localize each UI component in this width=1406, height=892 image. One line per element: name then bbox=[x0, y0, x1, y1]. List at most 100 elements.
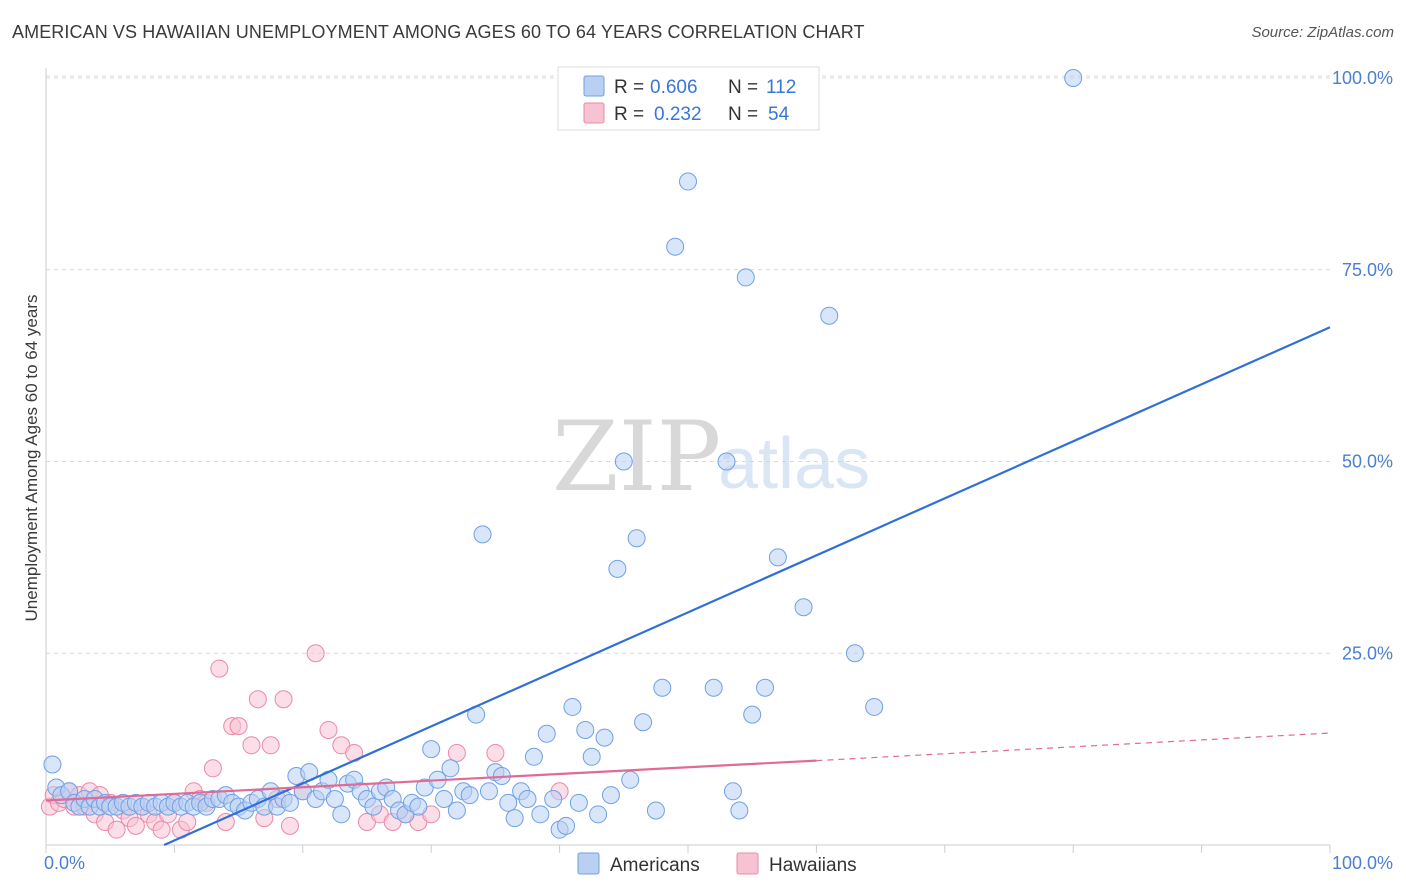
legend-swatch-americans bbox=[583, 75, 605, 97]
american-point bbox=[576, 720, 595, 739]
american-point bbox=[646, 801, 665, 820]
american-point bbox=[544, 789, 563, 808]
american-point bbox=[666, 237, 685, 256]
hawaiian-point bbox=[486, 743, 505, 762]
hawaiian-point bbox=[152, 820, 171, 839]
american-point bbox=[601, 786, 620, 805]
american-point bbox=[435, 789, 454, 808]
american-point bbox=[505, 809, 524, 828]
bottom-legend: Americans Hawaiians bbox=[577, 852, 857, 876]
american-point bbox=[589, 805, 608, 824]
hawaiian-point bbox=[306, 644, 325, 663]
american-point bbox=[325, 789, 344, 808]
american-point bbox=[563, 697, 582, 716]
bottom-legend-label-hawaiians: Hawaiians bbox=[769, 855, 857, 876]
legend-n-label-americans: N = bbox=[728, 77, 758, 98]
american-point bbox=[1064, 69, 1083, 87]
american-point bbox=[332, 805, 351, 824]
chart-source: Source: ZipAtlas.com bbox=[1251, 24, 1394, 41]
y-tick-label: 50.0% bbox=[1342, 452, 1393, 472]
hawaiian-point bbox=[210, 659, 229, 678]
american-point bbox=[768, 548, 787, 567]
bottom-legend-label-americans: Americans bbox=[610, 855, 700, 876]
grid bbox=[46, 75, 1330, 654]
top-legend: R = 0.606 N = 112 R = 0.232 N = 54 bbox=[557, 66, 820, 131]
american-point bbox=[717, 452, 736, 471]
x-tick-label: 100.0% bbox=[1332, 853, 1393, 873]
legend-r-value-americans: 0.606 bbox=[650, 77, 698, 98]
american-point bbox=[865, 697, 884, 716]
legend-n-value-hawaiians: 54 bbox=[768, 104, 790, 125]
american-point bbox=[280, 793, 299, 812]
american-point bbox=[499, 793, 518, 812]
american-point bbox=[582, 747, 601, 766]
american-point bbox=[524, 747, 543, 766]
hawaiians-trendline bbox=[45, 759, 817, 802]
trendlines bbox=[45, 326, 1331, 847]
y-tick-label: 75.0% bbox=[1342, 260, 1393, 280]
legend-r-value-hawaiians: 0.232 bbox=[654, 104, 702, 125]
hawaiian-point bbox=[261, 736, 280, 755]
american-point bbox=[704, 678, 723, 697]
american-point bbox=[627, 529, 646, 548]
american-point bbox=[653, 678, 672, 697]
legend-swatch-hawaiians bbox=[583, 102, 605, 124]
american-point bbox=[537, 724, 556, 743]
y-tick-label: 25.0% bbox=[1342, 643, 1393, 663]
american-point bbox=[479, 782, 498, 801]
american-point bbox=[557, 816, 576, 835]
american-point bbox=[447, 801, 466, 820]
bottom-legend-swatch-americans bbox=[577, 852, 600, 875]
hawaiians-trendline-extension bbox=[816, 732, 1331, 762]
hawaiian-point bbox=[203, 759, 222, 778]
hawaiian-point bbox=[274, 690, 293, 709]
american-point bbox=[756, 678, 775, 697]
american-point bbox=[364, 797, 383, 816]
american-point bbox=[43, 755, 62, 774]
american-point bbox=[820, 306, 839, 325]
hawaiian-point bbox=[447, 743, 466, 762]
american-point bbox=[473, 525, 492, 544]
hawaiian-point bbox=[280, 816, 299, 835]
hawaiian-point bbox=[229, 717, 248, 736]
y-axis-label: Unemployment Among Ages 60 to 64 years bbox=[22, 295, 41, 622]
american-point bbox=[460, 786, 479, 805]
watermark: ZIP atlas bbox=[552, 401, 870, 513]
americans-trendline bbox=[163, 326, 1331, 847]
american-point bbox=[679, 172, 697, 191]
legend-n-value-americans: 112 bbox=[766, 77, 796, 98]
american-point bbox=[736, 268, 755, 287]
watermark-zip: ZIP bbox=[552, 401, 721, 513]
american-point bbox=[730, 801, 749, 820]
hawaiian-point bbox=[248, 690, 267, 709]
american-point bbox=[595, 728, 614, 747]
hawaiian-point bbox=[319, 720, 338, 739]
hawaiian-point bbox=[107, 820, 126, 839]
american-point bbox=[518, 789, 537, 808]
american-point bbox=[743, 705, 762, 724]
american-point bbox=[608, 559, 627, 578]
legend-n-label-hawaiians: N = bbox=[728, 104, 758, 125]
y-tick-label: 100.0% bbox=[1332, 68, 1393, 88]
american-point bbox=[794, 598, 813, 617]
hawaiian-point bbox=[126, 816, 145, 835]
bottom-legend-swatch-hawaiians bbox=[736, 852, 759, 875]
american-point bbox=[531, 805, 550, 824]
american-point bbox=[409, 797, 428, 816]
hawaiian-point bbox=[178, 812, 197, 831]
american-point bbox=[422, 740, 441, 759]
american-point bbox=[569, 793, 588, 812]
ticks: 25.0% 50.0% 75.0% 100.0% 0.0% 100.0% bbox=[44, 68, 1393, 873]
chart-title: AMERICAN VS HAWAIIAN UNEMPLOYMENT AMONG … bbox=[12, 22, 865, 42]
watermark-atlas: atlas bbox=[718, 424, 870, 504]
american-point bbox=[845, 644, 864, 663]
american-point bbox=[634, 713, 653, 732]
x-tick-label: 0.0% bbox=[44, 853, 85, 873]
hawaiian-point bbox=[242, 736, 261, 755]
american-point bbox=[614, 452, 633, 471]
american-point bbox=[441, 759, 460, 778]
legend-r-label-americans: R = bbox=[614, 77, 644, 98]
american-point bbox=[621, 770, 640, 789]
